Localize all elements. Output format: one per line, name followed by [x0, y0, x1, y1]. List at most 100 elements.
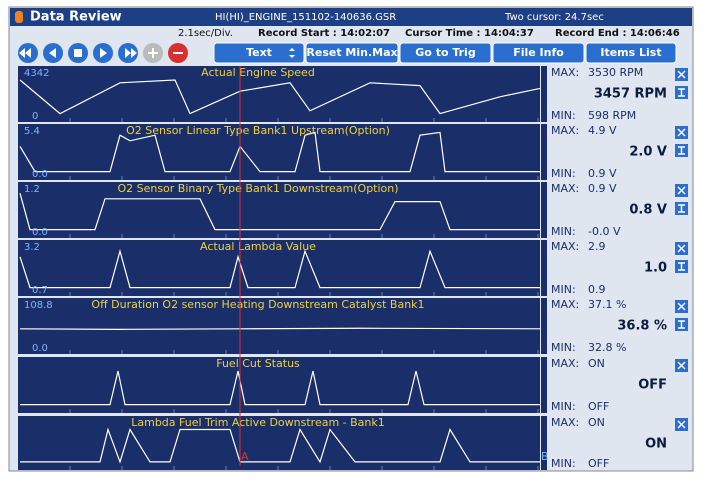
current-value: 0.8 V: [629, 203, 667, 218]
min-value: -0.0 V: [588, 225, 621, 238]
max-label: MAX:: [551, 357, 579, 370]
graph-area: [18, 66, 540, 122]
scale-max: 3.2: [24, 242, 40, 253]
min-value: 598 RPM: [588, 109, 636, 122]
toolbar-button[interactable]: [585, 42, 677, 64]
channel-name: Lambda Fuel Trim Active Downstream - Ban…: [131, 416, 385, 429]
scale-min: 0.0: [32, 343, 48, 354]
close-icon: [677, 302, 686, 311]
current-value: 1.0: [644, 261, 667, 276]
graph-area: [18, 124, 540, 180]
value-panel: [548, 124, 690, 180]
max-label: MAX:: [551, 240, 579, 253]
divider: [541, 240, 547, 296]
scale-min: 0: [32, 111, 38, 122]
scale-icon: [678, 88, 685, 97]
scale-icon: [678, 146, 685, 155]
current-value: 2.0 V: [629, 145, 667, 160]
divider: [541, 416, 547, 470]
scale-min: 0.0: [32, 227, 48, 238]
cursor-a: A: [241, 450, 249, 463]
channel-list: 4342 0 Actual Engine Speed MAX: 3530 RPM 3457…: [18, 66, 690, 470]
cursor-time: Cursor Time : 14:04:37: [405, 28, 534, 39]
scale-icon: [678, 204, 685, 213]
max-label: MAX:: [551, 416, 579, 429]
current-value: 36.8 %: [617, 319, 667, 334]
min-value: 32.8 %: [588, 341, 626, 354]
graph-area: [18, 298, 540, 354]
max-value: 2.9: [588, 240, 606, 253]
scale-max: 1.2: [24, 184, 40, 195]
toolbar-button-label: Items List: [600, 46, 661, 59]
toolbar: Text Reset Min.Max Go to Trig File Info Item…: [213, 42, 677, 64]
toolbar-button[interactable]: [492, 42, 585, 64]
scale-max: 108.8: [24, 300, 53, 311]
channel-name: Actual Lambda Value: [200, 240, 316, 253]
value-panel: [548, 357, 690, 413]
min-value: 0.9 V: [588, 167, 617, 180]
current-value: 3457 RPM: [594, 87, 667, 102]
signal-trace: [20, 370, 540, 406]
value-panel: [548, 240, 690, 296]
scale-max: 5.4: [24, 126, 40, 137]
playback-controls: [18, 43, 188, 63]
app-icon: [15, 11, 23, 23]
min-label: MIN:: [551, 109, 576, 122]
graph-area: [18, 182, 540, 238]
cursor-info: Two cursor: 24.7sec: [504, 12, 604, 23]
channel-name: Off Duration O2 sensor Heating Downstrea…: [91, 298, 424, 311]
min-label: MIN:: [551, 225, 576, 238]
max-value: ON: [588, 357, 605, 370]
signal-trace: [19, 79, 541, 115]
toolbar-button-label: Text: [246, 46, 272, 59]
record-start: Record Start : 14:02:07: [258, 28, 390, 39]
scale-icon: [678, 262, 685, 271]
toolbar-button[interactable]: [305, 42, 399, 64]
close-icon: [677, 70, 686, 79]
close-icon: [677, 244, 686, 253]
value-panel: [548, 182, 690, 238]
divider: [541, 298, 547, 354]
min-label: MIN:: [551, 167, 576, 180]
divider: [541, 357, 547, 413]
graph-area: [18, 357, 540, 413]
scale-icon: [678, 320, 685, 329]
min-label: MIN:: [551, 341, 576, 354]
close-icon: [677, 361, 686, 370]
max-value: 3530 RPM: [588, 66, 643, 79]
channel-name: Actual Engine Speed: [201, 66, 315, 79]
record-end: Record End : 14:06:46: [555, 28, 680, 39]
min-value: OFF: [588, 400, 609, 413]
graph-area: [18, 240, 540, 296]
channel-name: O2 Sensor Binary Type Bank1 Downstream(O…: [117, 182, 398, 195]
divider: [541, 124, 547, 180]
title-bar: [10, 8, 692, 26]
divider: [541, 182, 547, 238]
min-label: MIN:: [551, 400, 576, 413]
max-label: MAX:: [551, 182, 579, 195]
close-icon: [677, 420, 686, 429]
max-value: 0.9 V: [588, 182, 617, 195]
signal-trace: [19, 248, 540, 289]
window-title: Data Review: [30, 10, 122, 25]
dropdown-arrows: [289, 48, 295, 58]
min-value: 0.9: [588, 283, 606, 296]
min-value: OFF: [588, 457, 609, 470]
min-label: MIN:: [551, 457, 576, 470]
toolbar-button[interactable]: [399, 42, 492, 64]
scale-max: 4342: [24, 68, 49, 79]
toolbar-button[interactable]: [213, 42, 305, 64]
toolbar-button-label: File Info: [513, 46, 564, 59]
toolbar-button-label: Reset Min.Max: [306, 46, 397, 59]
max-label: MAX:: [551, 298, 579, 311]
scale-min: 0.7: [32, 285, 48, 296]
max-value: ON: [588, 416, 605, 429]
file-name: HI(HI)_ENGINE_151102-140636.GSR: [215, 12, 396, 23]
toolbar-button-label: Go to Trig: [415, 46, 475, 59]
signal-trace: [19, 193, 540, 231]
scale-min: 0.0: [32, 169, 48, 180]
max-label: MAX:: [551, 124, 579, 137]
channel-name: O2 Sensor Linear Type Bank1 Upstream(Opt…: [126, 124, 390, 137]
max-label: MAX:: [551, 66, 579, 79]
current-value: OFF: [638, 378, 667, 393]
